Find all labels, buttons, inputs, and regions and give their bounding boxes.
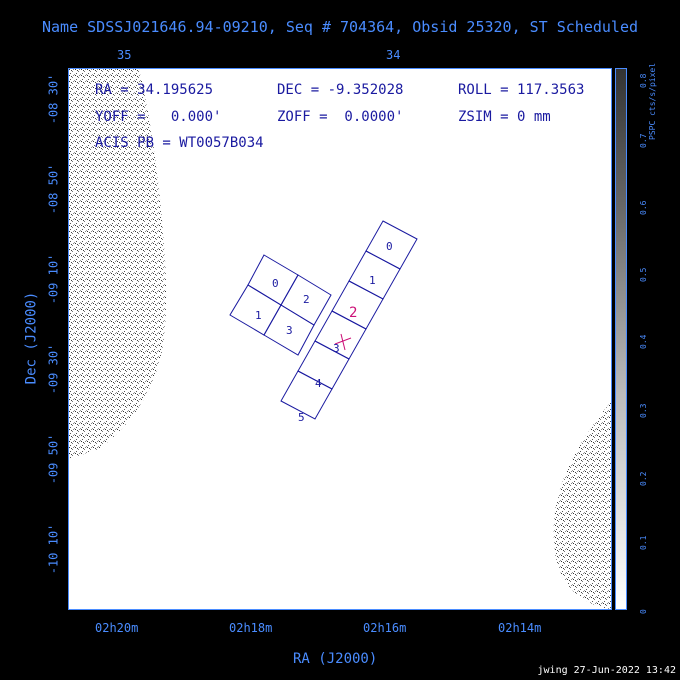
acis-s-label-1: 1	[369, 274, 376, 287]
dec-tick-0: -08 30'	[46, 73, 61, 125]
acis-i-array	[229, 254, 332, 356]
ra-tick-2: 02h16m	[363, 621, 407, 635]
zoff-readout: ZOFF = 0.0000'	[277, 109, 404, 125]
rosat-coverage-right	[553, 401, 611, 609]
colorbar-tick-5: 0.5	[639, 267, 648, 282]
sky-plot-svg: 0 2 1 3 0 1 3 4 5 2	[69, 69, 611, 609]
acis-s-label-3: 3	[333, 342, 340, 355]
acis-i-chip-3	[263, 304, 315, 356]
dec-tick-3: -09 30'	[46, 343, 61, 395]
aimpoint-marker	[334, 333, 352, 351]
colorbar-tick-7: 0.7	[639, 133, 648, 148]
colorbar	[615, 68, 627, 610]
dec-tick-2: -09 10'	[46, 253, 61, 305]
footer-credit: jwing 27-Jun-2022 13:42	[537, 665, 676, 676]
ra-readout: RA = 34.195625	[95, 82, 214, 98]
aimpoint-chip-label: 2	[349, 305, 357, 321]
acis-s-chip-4	[297, 340, 350, 390]
ra-tick-3: 02h14m	[498, 621, 542, 635]
acis-s-chip-5	[280, 370, 333, 420]
top-tick-34: 34	[386, 48, 401, 62]
colorbar-tick-2: 0.2	[639, 471, 648, 486]
zsim-readout: ZSIM = 0 mm	[458, 109, 551, 125]
acis-i-label-2: 2	[303, 293, 310, 306]
top-tick-35: 35	[117, 48, 132, 62]
acis-i-label-0: 0	[272, 277, 279, 290]
ra-tick-1: 02h18m	[229, 621, 273, 635]
dec-tick-1: -08 50'	[46, 163, 61, 215]
yoff-readout: YOFF = 0.000'	[95, 109, 222, 125]
sky-plot[interactable]: 0 2 1 3 0 1 3 4 5 2 RA = 34.195625 DEC =…	[68, 68, 612, 610]
acis-i-label-3: 3	[286, 324, 293, 337]
dec-tick-5: -10 10'	[46, 523, 61, 575]
roll-readout: ROLL = 117.3563	[458, 82, 585, 98]
colorbar-tick-3: 0.3	[639, 403, 648, 418]
colorbar-title: PSPC cts/s/pixel	[648, 62, 657, 140]
acis-pb-readout: ACIS PB = WT0057B034	[95, 135, 264, 151]
window-title: Name SDSSJ021646.94-09210, Seq # 704364,…	[41, 18, 639, 36]
colorbar-tick-6: 0.6	[639, 200, 648, 215]
acis-s-label-0: 0	[386, 240, 393, 253]
colorbar-tick-0: 0	[639, 609, 648, 614]
dec-readout: DEC = -9.352028	[277, 82, 404, 98]
acis-i-label-1: 1	[255, 309, 262, 322]
acis-s-chip-2	[331, 280, 384, 330]
rosat-coverage-left	[69, 69, 167, 459]
colorbar-tick-8: 0.8	[639, 73, 648, 88]
dec-axis-label: Dec (J2000)	[23, 291, 40, 385]
dec-tick-4: -09 50'	[46, 433, 61, 485]
acis-s-label-5: 5	[298, 411, 305, 424]
acis-s-chip-3	[314, 310, 367, 360]
ra-tick-0: 02h20m	[95, 621, 139, 635]
acis-s-array	[280, 220, 418, 420]
colorbar-tick-1: 0.1	[639, 535, 648, 550]
acis-s-label-4: 4	[315, 377, 322, 390]
ra-axis-label: RA (J2000)	[293, 651, 378, 667]
colorbar-tick-4: 0.4	[639, 334, 648, 349]
